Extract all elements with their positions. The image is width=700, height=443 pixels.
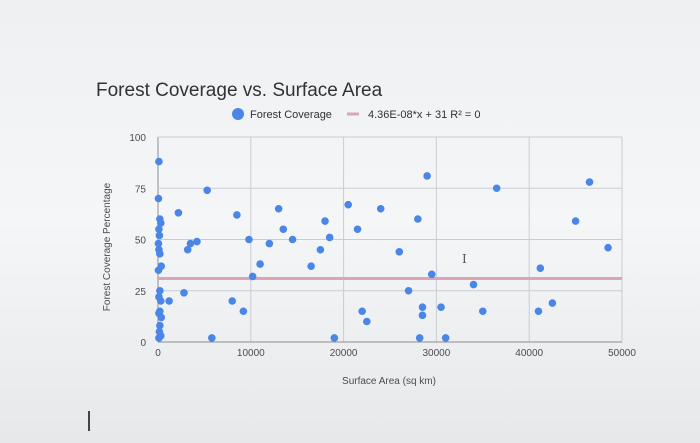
x-tick-label: 50000 — [608, 348, 636, 359]
data-point — [418, 303, 427, 311]
y-tick-label: 75 — [135, 184, 147, 195]
data-point — [418, 311, 427, 320]
data-point — [193, 237, 201, 246]
data-point — [548, 299, 557, 307]
tick-labels: 0 10000 20000 30000 40000 50000 0 25 50 75 100 — [129, 133, 636, 359]
data-point — [376, 204, 385, 213]
data-point — [233, 211, 241, 219]
data-point — [245, 235, 253, 244]
data-point — [180, 289, 188, 297]
data-point — [321, 217, 329, 225]
data-point — [174, 209, 183, 217]
data-point — [239, 307, 248, 316]
data-point — [395, 248, 404, 256]
data-point — [415, 334, 424, 342]
data-point — [479, 307, 487, 316]
data-point — [441, 334, 450, 342]
gridlines — [157, 136, 623, 343]
data-point — [156, 250, 164, 258]
data-point — [156, 219, 165, 227]
data-point — [248, 272, 257, 281]
data-point — [414, 215, 422, 223]
data-point — [427, 270, 436, 279]
data-point — [256, 260, 264, 268]
data-point — [154, 239, 163, 248]
legend-trendline-label: 4.36E-08*x + 31 R² = 0 — [368, 109, 481, 121]
legend-series-marker — [232, 108, 244, 120]
data-point — [536, 264, 545, 273]
data-point — [157, 262, 166, 270]
data-point — [423, 172, 431, 180]
data-point — [353, 225, 362, 234]
chart-title: Forest Coverage vs. Surface Area — [96, 80, 383, 101]
legend-series-label: Forest Coverage — [250, 109, 332, 121]
y-tick-label: 0 — [140, 338, 146, 349]
text-cursor-icon: I — [462, 252, 467, 266]
data-point — [156, 321, 164, 330]
data-point — [585, 178, 594, 186]
data-point — [363, 317, 371, 326]
data-point — [316, 245, 325, 254]
legend: Forest Coverage 4.36E-08*x + 31 R² = 0 — [232, 108, 481, 121]
y-axis-label: Forest Coverage Percentage — [102, 182, 113, 311]
y-tick-label: 50 — [135, 236, 147, 247]
data-point — [165, 297, 173, 305]
data-points — [154, 157, 612, 342]
y-tick-label: 100 — [129, 133, 146, 144]
data-point — [156, 286, 164, 295]
x-tick-label: 30000 — [422, 348, 450, 359]
data-point — [155, 225, 163, 234]
data-point — [325, 233, 334, 242]
data-point — [288, 235, 297, 244]
x-tick-label: 40000 — [515, 348, 543, 359]
data-point — [228, 297, 237, 305]
data-point — [279, 225, 288, 234]
data-point — [307, 262, 315, 270]
data-point — [265, 239, 274, 248]
data-point — [274, 204, 283, 213]
data-point — [604, 243, 612, 252]
data-point — [330, 334, 339, 342]
data-point — [571, 217, 580, 225]
x-tick-label: 0 — [155, 348, 161, 359]
data-point — [344, 200, 353, 209]
x-axis-label: Surface Area (sq km) — [342, 376, 436, 387]
data-point — [183, 245, 192, 254]
y-tick-label: 25 — [135, 287, 147, 298]
data-point — [203, 186, 211, 195]
x-tick-label: 20000 — [330, 348, 358, 359]
data-point — [186, 239, 195, 248]
data-point — [155, 231, 164, 240]
x-tick-label: 10000 — [237, 348, 265, 359]
left-edge-divider — [88, 411, 90, 431]
data-point — [155, 157, 163, 166]
data-point — [404, 286, 413, 295]
data-point — [155, 334, 163, 342]
data-point — [469, 280, 478, 289]
data-point — [157, 313, 166, 322]
data-point — [358, 307, 366, 316]
data-point — [492, 184, 501, 193]
data-point — [154, 194, 163, 203]
data-point — [437, 303, 445, 311]
data-point — [156, 297, 165, 305]
data-point — [208, 334, 216, 342]
data-point — [534, 307, 543, 316]
